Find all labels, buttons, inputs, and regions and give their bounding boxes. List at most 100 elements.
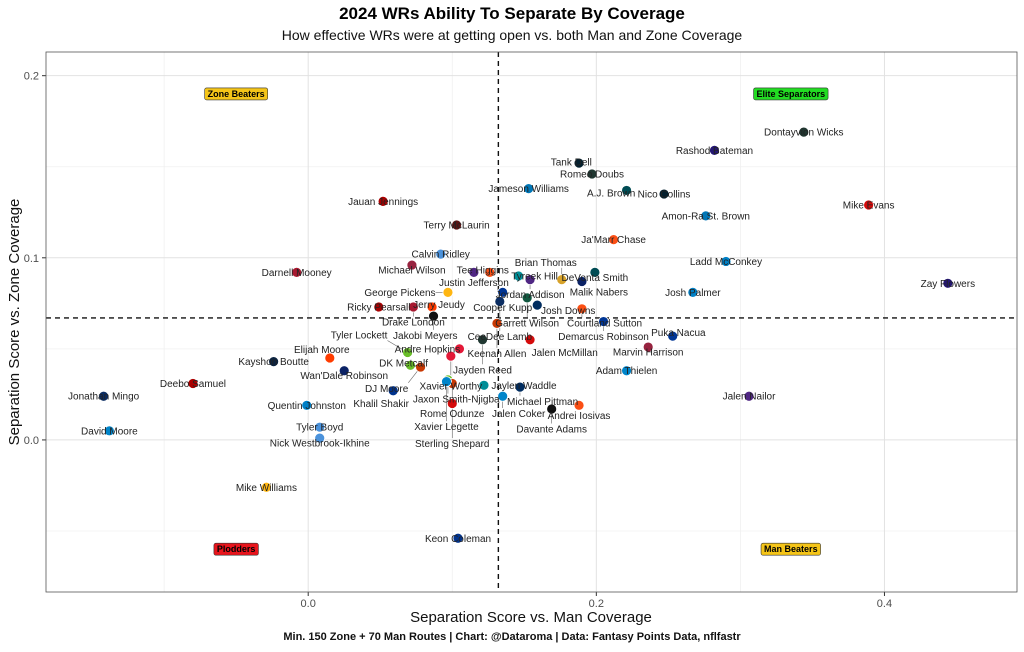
player-label: Davante Adams	[516, 424, 587, 435]
team-logo-point	[642, 341, 654, 353]
player-label: Michael Pittman	[507, 397, 578, 408]
quadrant-label: Plodders	[217, 544, 256, 554]
quadrant-label: Zone Beaters	[208, 89, 265, 99]
y-tick-label: 0.2	[24, 71, 39, 83]
player-label: Kayshon Boutte	[238, 357, 309, 368]
player-label: Calvin Ridley	[412, 250, 470, 261]
player-label: Jauan Jennings	[348, 197, 418, 208]
player-label: Malik Nabers	[570, 288, 628, 299]
team-logo-point	[407, 301, 419, 313]
player-label: Keon Coleman	[425, 534, 491, 545]
player-label: Dontayvion Wicks	[764, 128, 843, 139]
player-label: Jakobi Meyers	[393, 331, 457, 342]
player-label: Mike Williams	[236, 483, 297, 494]
player-label: Jerry Jeudy	[413, 300, 465, 311]
x-tick-label: 0.4	[877, 598, 892, 610]
player-label: Tyler Lockett	[331, 331, 388, 342]
team-logo-point	[573, 399, 585, 411]
team-logo-point	[576, 276, 588, 287]
team-logo-point	[667, 330, 679, 342]
team-logo-point	[415, 361, 426, 373]
player-label: Elijah Moore	[294, 345, 350, 356]
team-logo-point	[743, 390, 755, 402]
player-label: Rashod Bateman	[676, 146, 753, 157]
player-label: Jordan Addison	[496, 290, 565, 301]
team-logo-point	[521, 292, 533, 304]
player-label: Brian Thomas	[515, 258, 577, 269]
team-logo-point	[621, 185, 632, 196]
quadrant-label: Man Beaters	[764, 544, 818, 554]
player-label: Cooper Kupp	[473, 303, 532, 314]
team-logo-point	[98, 390, 110, 402]
team-logo-point	[261, 481, 272, 493]
team-logo-point	[373, 301, 385, 313]
player-label: Garrett Wilson	[495, 318, 559, 329]
team-logo-point	[452, 532, 464, 544]
team-logo-point	[402, 347, 414, 358]
player-label: Jameson Williams	[488, 184, 569, 195]
player-label: Josh Downs	[541, 306, 595, 317]
team-logo-point	[451, 219, 462, 231]
team-logo-point	[268, 356, 280, 368]
player-label: David Moore	[81, 426, 138, 437]
team-logo-point	[598, 316, 609, 327]
team-logo-point	[387, 385, 399, 397]
team-logo-point	[435, 248, 447, 260]
player-label: Romeo Doubs	[560, 170, 624, 181]
team-logo-point	[798, 126, 810, 138]
team-logo-point	[477, 334, 488, 346]
player-label: Xavier Worthy	[420, 382, 483, 393]
team-logo-point	[556, 274, 568, 286]
player-label: Adam Thielen	[596, 366, 658, 377]
player-label: Keenan Allen	[467, 349, 526, 360]
team-logo-point	[406, 259, 418, 271]
team-logo-point	[524, 334, 536, 346]
team-logo-point	[531, 299, 543, 311]
plot-border	[45, 51, 1018, 593]
player-label: A.J. Brown	[587, 189, 635, 200]
team-logo-point	[478, 379, 490, 391]
player-label: DK Metcalf	[379, 358, 428, 369]
player-label: Andre Hopkins	[395, 344, 461, 355]
team-logo-point	[405, 359, 416, 371]
team-logo-point	[720, 256, 732, 267]
player-label: Sterling Shepard	[415, 439, 490, 450]
team-logo-point	[523, 183, 535, 194]
team-logo-point	[546, 403, 558, 415]
team-logo-point	[338, 365, 350, 377]
team-logo-point	[428, 310, 439, 322]
player-label: DeVonta Smith	[562, 273, 629, 284]
team-logo-point	[468, 266, 480, 278]
player-label: Marvin Harrison	[613, 348, 684, 359]
player-label: Wan'Dale Robinson	[300, 371, 388, 382]
team-logo-point	[589, 266, 601, 278]
player-label: Khalil Shakir	[353, 399, 409, 410]
player-label: Tank Dell	[551, 157, 592, 168]
player-label: Quentin Johnston	[268, 401, 346, 412]
player-label: Justin Jefferson	[439, 278, 509, 289]
y-tick-label: 0.0	[24, 435, 39, 447]
y-axis-label: Separation Score vs. Zone Coverage	[6, 199, 23, 446]
player-label: Ricky Pearsall	[347, 302, 410, 313]
quadrant-label: Elite Separators	[757, 89, 826, 99]
player-label: Deebo Samuel	[160, 379, 226, 390]
player-label: Ja'Marr Chase	[581, 235, 646, 246]
team-logo-point	[103, 425, 115, 437]
quadrant-label-box	[760, 542, 821, 556]
player-label: Josh Palmer	[665, 288, 721, 299]
team-logo-point	[301, 399, 313, 411]
player-label: Xavier Legette	[414, 422, 479, 433]
player-label: Mike Evans	[843, 200, 895, 211]
team-logo-point	[586, 168, 598, 180]
team-logo-point	[709, 144, 720, 156]
team-logo-point	[187, 378, 199, 389]
player-label: George Pickens	[364, 288, 435, 299]
team-logo-point	[573, 157, 585, 169]
team-logo-point	[491, 317, 503, 329]
y-tick-label: 0.1	[24, 253, 39, 265]
chart-subtitle: How effective WRs were at getting open v…	[281, 27, 743, 43]
team-logo-point	[514, 381, 526, 393]
player-label: Tyreek Hill	[511, 272, 558, 283]
team-logo-point	[484, 266, 496, 278]
team-logo-point	[324, 352, 336, 364]
